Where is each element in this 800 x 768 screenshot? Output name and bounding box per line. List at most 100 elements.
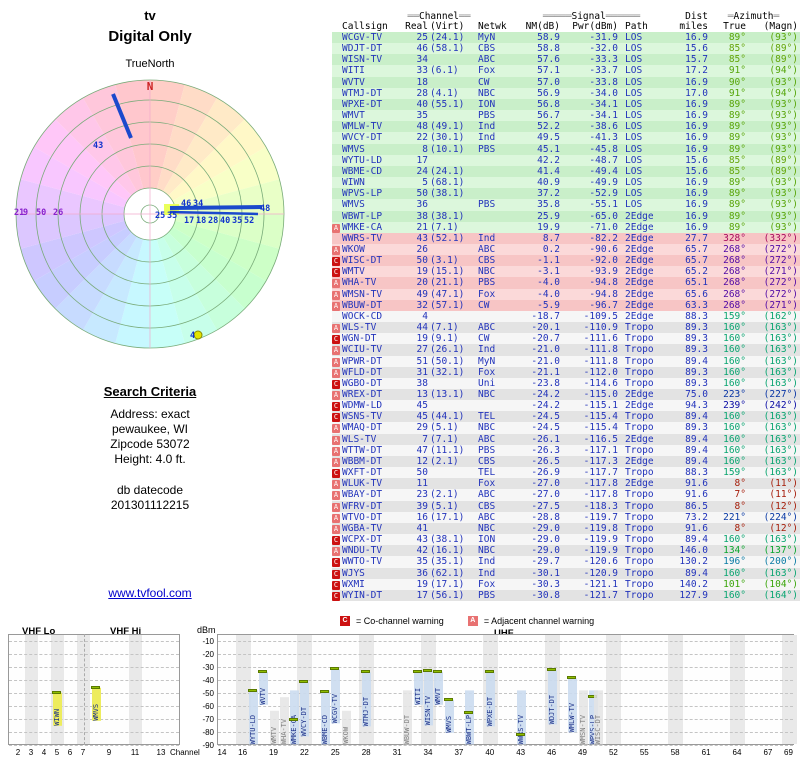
azimuth-magn-cell: (271°) <box>763 299 798 311</box>
network-cell: CW <box>478 76 490 88</box>
warning-flag: A <box>332 356 341 367</box>
real-channel-cell: 48 <box>416 121 428 133</box>
vhf-band-divider <box>84 634 85 745</box>
station-label: WMLW-TV <box>568 678 578 733</box>
channel-tick: 58 <box>670 748 680 757</box>
warning-legend: C = Co-channel warning A = Adjacent chan… <box>340 616 594 626</box>
virtual-channel-cell: (17.1) <box>430 511 465 523</box>
distance-cell: 16.9 <box>685 121 708 133</box>
nm-cell: -26.9 <box>531 467 560 479</box>
warning-flag: C <box>332 400 341 412</box>
gridline <box>218 706 793 707</box>
callsign-cell: WTVO-DT <box>342 511 383 523</box>
adjacent-legend-text: = Adjacent channel warning <box>483 616 595 626</box>
warning-flag: A <box>332 322 341 334</box>
power-cell: -65.0 <box>589 210 618 222</box>
nm-cell: 56.8 <box>537 98 560 110</box>
distance-cell: 16.9 <box>685 143 708 155</box>
real-channel-cell: 7 <box>422 433 428 445</box>
warning-flag: A <box>332 512 341 523</box>
real-channel-cell: 46 <box>416 43 428 55</box>
adjacent-warning-icon: A <box>332 391 340 400</box>
uhf-stripe <box>606 635 622 744</box>
power-cell: -121.7 <box>583 589 618 601</box>
power-cell: -71.0 <box>589 221 618 233</box>
nm-cell: -20.7 <box>531 333 560 345</box>
callsign-cell: WMTV <box>342 266 365 278</box>
azimuth-true-cell: 239° <box>723 400 746 412</box>
nm-cell: -21.0 <box>531 355 560 367</box>
adjacent-warning-icon: A <box>332 457 340 467</box>
distance-cell: 140.2 <box>679 578 708 590</box>
gridline <box>218 667 793 668</box>
virtual-channel-cell: (44.1) <box>430 411 465 423</box>
adjacent-warning-icon: A <box>332 368 340 378</box>
virtual-channel-cell: (56.1) <box>430 589 465 601</box>
power-cell: -49.9 <box>589 177 618 189</box>
gridline <box>9 641 179 642</box>
callsign-cell: WVCY-DT <box>342 132 383 144</box>
svg-text:52: 52 <box>244 216 254 226</box>
path-cell: LOS <box>625 121 643 133</box>
network-cell: Ind <box>478 344 496 356</box>
callsign-cell: WBME-CD <box>342 165 383 177</box>
network-cell: ABC <box>478 322 496 334</box>
azimuth-magn-cell: (163°) <box>763 355 798 367</box>
real-channel-cell: 40 <box>416 98 428 110</box>
tvfool-link[interactable]: www.tvfool.com <box>108 586 192 600</box>
group-header-channel: ══Channel══ <box>407 11 471 22</box>
nm-cell: 37.2 <box>537 188 560 200</box>
real-channel-cell: 22 <box>416 132 428 144</box>
path-cell: LOS <box>625 110 643 122</box>
table-group-header: ══Channel══ ═════Signal══════ Dist ═Azim… <box>332 12 800 22</box>
nm-cell: -26.5 <box>531 455 560 467</box>
network-cell: TEL <box>478 411 496 423</box>
azimuth-magn-cell: (163°) <box>763 322 798 334</box>
real-channel-cell: 23 <box>416 489 428 501</box>
table-row: C WMTV 19 (15.1) NBC -3.1 -93.9 2Edge 65.2 268° (2… <box>332 266 800 278</box>
search-criteria: Search Criteria Address: exact pewaukee,… <box>0 384 300 513</box>
callsign-cell: WREX-DT <box>342 389 383 400</box>
power-cell: -32.0 <box>589 43 618 55</box>
criteria-zipcode: Zipcode 53072 <box>110 437 190 451</box>
azimuth-magn-cell: (163°) <box>763 467 798 479</box>
criteria-height: Height: 4.0 ft. <box>114 452 186 466</box>
path-cell: LOS <box>625 143 643 155</box>
nm-cell: 49.5 <box>537 132 560 144</box>
network-cell: Fox <box>478 288 496 300</box>
power-cell: -119.9 <box>583 545 618 557</box>
virtual-channel-cell: (49.1) <box>430 121 465 133</box>
azimuth-magn-cell: (104°) <box>763 578 798 590</box>
co-channel-legend-text: = Co-channel warning <box>356 616 444 626</box>
network-cell: ABC <box>478 433 496 445</box>
path-cell: LOS <box>625 154 643 166</box>
azimuth-magn-cell: (93°) <box>769 132 798 144</box>
power-cell: -94.8 <box>589 277 618 289</box>
col-real: Real <box>405 21 428 32</box>
virtual-channel-cell: (62.1) <box>430 567 465 579</box>
distance-cell: 65.7 <box>685 243 708 255</box>
azimuth-true-cell: 8° <box>734 478 746 490</box>
col-nm: NM(dB) <box>525 21 560 32</box>
network-cell: ABC <box>478 489 496 501</box>
azimuth-magn-cell: (89°) <box>769 165 798 177</box>
azimuth-magn-cell: (94°) <box>769 65 798 77</box>
virtual-channel-cell: (38.1) <box>430 188 465 200</box>
nm-cell: -24.5 <box>531 422 560 434</box>
table-row: A WBUW-DT 32 (57.1) CW -5.9 -96.7 2Edge 63.3 268°… <box>332 299 800 311</box>
channel-tick: 55 <box>639 748 649 757</box>
azimuth-true-cell: 89° <box>728 177 746 189</box>
azimuth-magn-cell: (11°) <box>769 489 798 501</box>
vhf-lo-label: VHF Lo <box>22 626 56 637</box>
signal-marker <box>361 670 371 674</box>
path-cell: LOS <box>625 98 643 110</box>
power-cell: -55.1 <box>589 199 618 211</box>
real-channel-cell: 38 <box>416 377 428 389</box>
azimuth-magn-cell: (163°) <box>763 422 798 434</box>
table-row: WBME-CD 24 (24.1) 41.4 -49.4 LOS 15.6 85° (89°) <box>332 165 800 178</box>
azimuth-true-cell: 160° <box>723 567 746 579</box>
callsign-cell: WTTW-DT <box>342 444 383 456</box>
nm-cell: -30.8 <box>531 589 560 601</box>
distance-cell: 75.0 <box>685 389 708 400</box>
